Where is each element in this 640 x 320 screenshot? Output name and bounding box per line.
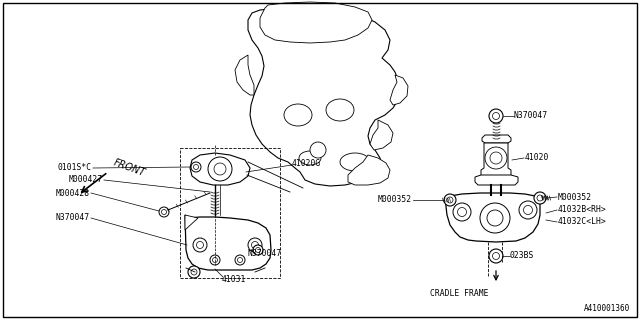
Polygon shape bbox=[235, 55, 254, 95]
Text: A410001360: A410001360 bbox=[584, 304, 630, 313]
Circle shape bbox=[534, 192, 546, 204]
Circle shape bbox=[490, 152, 502, 164]
Circle shape bbox=[248, 238, 262, 252]
Text: CRADLE FRAME: CRADLE FRAME bbox=[430, 289, 488, 298]
Polygon shape bbox=[390, 75, 408, 105]
Polygon shape bbox=[482, 135, 511, 143]
Polygon shape bbox=[260, 2, 372, 43]
Polygon shape bbox=[481, 143, 511, 177]
Text: M000352: M000352 bbox=[378, 196, 412, 204]
Polygon shape bbox=[445, 193, 540, 242]
Text: N370047: N370047 bbox=[248, 249, 282, 258]
Circle shape bbox=[489, 109, 503, 123]
Circle shape bbox=[188, 266, 200, 278]
Ellipse shape bbox=[326, 99, 354, 121]
Text: 41020G: 41020G bbox=[292, 159, 321, 169]
Text: 41020: 41020 bbox=[525, 154, 549, 163]
Text: 41032B<RH>: 41032B<RH> bbox=[558, 205, 607, 214]
Circle shape bbox=[253, 245, 263, 255]
Text: M000428: M000428 bbox=[56, 188, 90, 197]
Ellipse shape bbox=[299, 151, 321, 165]
Polygon shape bbox=[248, 7, 400, 186]
Bar bbox=[180, 148, 280, 278]
Polygon shape bbox=[370, 120, 393, 150]
Circle shape bbox=[453, 203, 471, 221]
Circle shape bbox=[159, 207, 169, 217]
Circle shape bbox=[487, 210, 503, 226]
Circle shape bbox=[480, 203, 510, 233]
Polygon shape bbox=[185, 215, 198, 230]
Text: N370047: N370047 bbox=[56, 213, 90, 222]
Circle shape bbox=[193, 238, 207, 252]
Text: M000352: M000352 bbox=[558, 193, 592, 202]
Circle shape bbox=[235, 255, 245, 265]
Circle shape bbox=[310, 142, 326, 158]
Polygon shape bbox=[185, 215, 271, 270]
Ellipse shape bbox=[340, 153, 370, 171]
Text: FRONT: FRONT bbox=[112, 158, 147, 178]
Polygon shape bbox=[475, 175, 518, 185]
Polygon shape bbox=[190, 153, 250, 185]
Circle shape bbox=[208, 157, 232, 181]
Circle shape bbox=[210, 255, 220, 265]
Circle shape bbox=[519, 201, 537, 219]
Text: 41032C<LH>: 41032C<LH> bbox=[558, 218, 607, 227]
Text: M000427: M000427 bbox=[69, 175, 103, 185]
Text: 41031: 41031 bbox=[222, 276, 246, 284]
Polygon shape bbox=[348, 155, 390, 185]
Circle shape bbox=[191, 162, 201, 172]
Text: 023BS: 023BS bbox=[510, 252, 534, 260]
Circle shape bbox=[444, 194, 456, 206]
Circle shape bbox=[485, 147, 507, 169]
Text: 0101S*C: 0101S*C bbox=[58, 164, 92, 172]
Ellipse shape bbox=[284, 104, 312, 126]
Circle shape bbox=[489, 249, 503, 263]
Text: N370047: N370047 bbox=[514, 111, 548, 121]
